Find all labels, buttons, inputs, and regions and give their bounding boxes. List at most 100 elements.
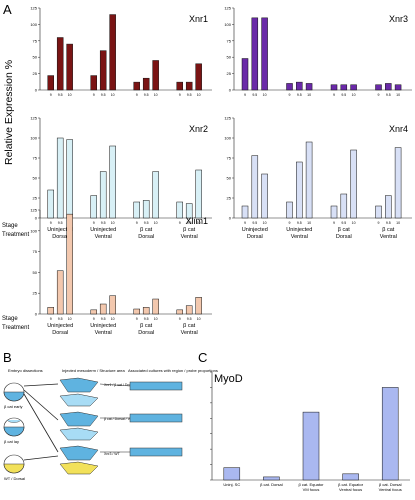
treatment-label: Uninjected xyxy=(242,227,268,233)
stage-tick-label: 9.5 xyxy=(101,221,106,225)
bar xyxy=(99,303,107,315)
bar xyxy=(394,147,402,219)
stage-tick-label: 9.5 xyxy=(58,93,63,97)
bar xyxy=(185,81,193,91)
treatment-label-row1: Treatment xyxy=(2,232,29,238)
stage-tick-label: 9 xyxy=(93,221,95,225)
bar xyxy=(342,473,359,481)
bar xyxy=(350,84,357,91)
treatment-label: β cat xyxy=(140,323,153,329)
y-tick-label: 0 xyxy=(35,88,38,93)
bar xyxy=(286,83,293,91)
bar xyxy=(47,307,54,315)
chart-title: Xnr3 xyxy=(389,14,408,24)
box-label-1: Xnr1 / β cat / Dorsal xyxy=(104,383,135,387)
panel-label-c: C xyxy=(198,350,207,365)
treatment-label: Ventral xyxy=(380,234,397,240)
bar xyxy=(109,14,116,91)
stage-tick-label: 9.5 xyxy=(252,221,257,225)
category-label: β cat. Equator xyxy=(299,482,325,487)
bar xyxy=(90,309,97,315)
stage-tick-label: 9 xyxy=(136,221,138,225)
chart-xnr1: 0 25 50 75 100 125 Xnr1 9 9.5 10 9 9.5 10 9 9.5 10 9 9.5 1… xyxy=(30,6,212,97)
stage-tick-label: 9 xyxy=(289,93,291,97)
bar xyxy=(99,50,107,91)
embryo-label-2: β cat lay xyxy=(4,439,19,444)
chart-xnr3: 0 25 50 75 100 125 Xnr3 9 9.5 10 9 9.5 10 9 9.5 10 9 9.5 1… xyxy=(224,6,412,97)
panel-b-col-header-2: Injected mesoderm / Structure area xyxy=(62,368,125,373)
bar xyxy=(109,295,116,315)
bar xyxy=(251,155,259,219)
bar xyxy=(330,84,338,91)
y-tick-label: 25 xyxy=(33,196,38,201)
stage-tick-label: 9 xyxy=(136,317,138,321)
stage-tick-label: 9.5 xyxy=(252,93,257,97)
treatment-label: β cat xyxy=(140,227,153,233)
stage-tick-label: 9.5 xyxy=(187,93,192,97)
bar xyxy=(142,307,150,315)
stage-tick-label: 10 xyxy=(263,93,267,97)
y-tick-label: 0 xyxy=(229,216,232,221)
panel-b-col-header-3: Associated cultures with region / probe … xyxy=(128,368,218,373)
treatment-label: Uninjected xyxy=(47,323,73,329)
treatment-label: β cat xyxy=(183,227,196,233)
bar xyxy=(133,81,140,91)
bar xyxy=(350,149,357,219)
category-label: β cat. Equator xyxy=(338,482,364,487)
y-axis-label: Relative Expression % xyxy=(3,60,15,165)
stage-tick-label: 10 xyxy=(197,317,201,321)
treatment-label: β cat xyxy=(338,227,351,233)
treatment-label: Ventral xyxy=(181,330,198,336)
box-label-3: Xnr3 / WT xyxy=(104,452,121,456)
stage-tick-label: 10 xyxy=(396,221,400,225)
stage-tick-label: 9 xyxy=(333,221,335,225)
y-tick-label: 100 xyxy=(30,22,37,27)
y-tick-label: 25 xyxy=(33,291,38,296)
stage-tick-label: 9 xyxy=(93,93,95,97)
bar xyxy=(47,189,54,219)
stage-tick-label: 9 xyxy=(93,317,95,321)
stage-tick-label: 10 xyxy=(352,93,356,97)
bar xyxy=(195,169,202,219)
y-tick-label: 25 xyxy=(227,71,232,76)
stage-tick-label: 10 xyxy=(263,221,267,225)
embryo-label-3: WT / Dorsal xyxy=(4,476,25,481)
panel-label-b: B xyxy=(3,350,12,365)
stage-tick-label: 9 xyxy=(50,317,52,321)
panel-b-col-header-1: Embryo dissections xyxy=(8,368,43,373)
stage-tick-label: 10 xyxy=(197,93,201,97)
bar xyxy=(195,63,202,91)
box-label-2: β cat / Dorsal / Ventral xyxy=(104,417,139,421)
bar xyxy=(375,84,382,91)
bar xyxy=(375,205,382,219)
treatment-label: Uninjected xyxy=(286,227,312,233)
bar xyxy=(340,193,348,219)
chart-myod: MyoD Uninj. SC β cat. Dorsal β cat. Equator… xyxy=(210,371,410,492)
category-label: Ventral focus xyxy=(379,487,402,492)
bar xyxy=(385,83,392,91)
bar xyxy=(133,308,140,315)
stage-tick-label: 10 xyxy=(154,93,158,97)
bar xyxy=(263,476,280,481)
bar xyxy=(66,139,73,219)
treatment-label: Uninjected xyxy=(90,323,116,329)
bar xyxy=(142,77,150,91)
y-tick-label: 75 xyxy=(33,38,38,43)
bar xyxy=(56,37,64,91)
bar xyxy=(302,411,320,481)
treatment-label: Ventral xyxy=(95,234,112,240)
y-tick-label: 0 xyxy=(35,312,38,317)
bar xyxy=(66,43,73,91)
bar xyxy=(340,84,348,91)
stage-tick-label: 10 xyxy=(352,221,356,225)
bar xyxy=(152,298,159,315)
stage-tick-label: 9.5 xyxy=(341,93,346,97)
y-tick-label: 75 xyxy=(227,38,232,43)
stage-tick-label: 9 xyxy=(136,93,138,97)
bar xyxy=(185,305,193,315)
bar xyxy=(109,145,116,219)
y-tick-label: 100 xyxy=(30,136,37,141)
bar xyxy=(305,83,313,91)
stage-tick-label: 9 xyxy=(179,221,181,225)
